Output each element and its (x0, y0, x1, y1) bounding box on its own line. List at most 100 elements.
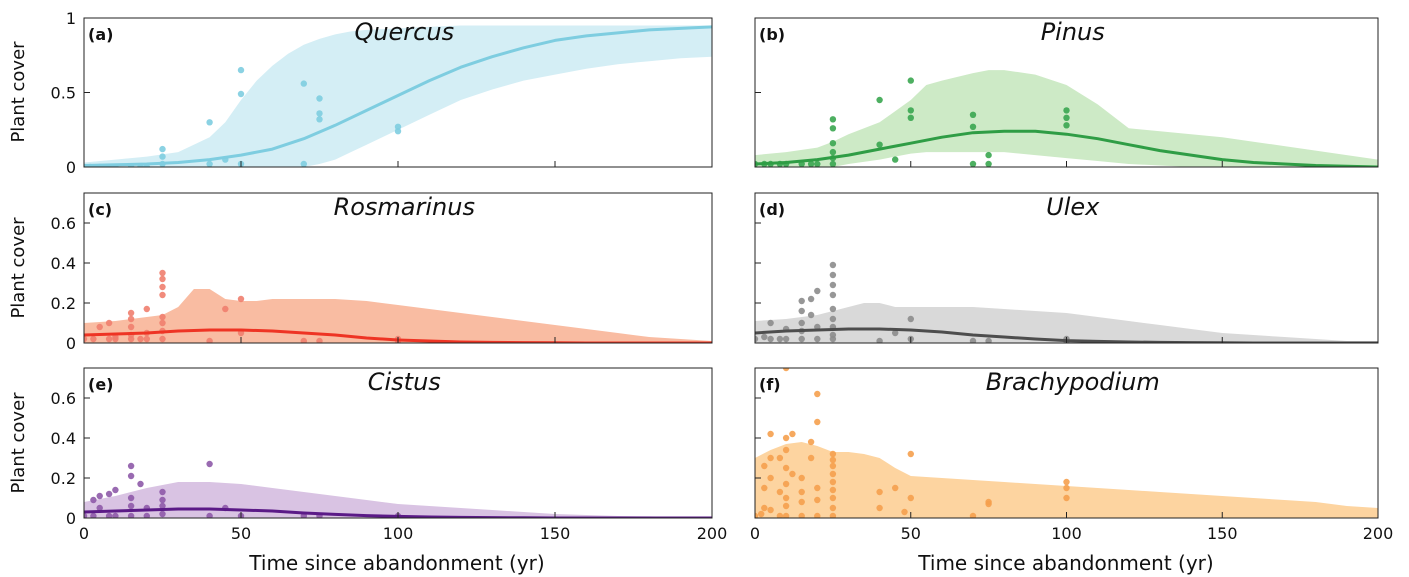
data-point (1063, 478, 1070, 486)
credible-band (755, 303, 1378, 343)
data-point (829, 486, 837, 494)
data-point (767, 506, 774, 514)
data-point (90, 335, 97, 343)
data-point (767, 430, 774, 438)
data-point (814, 390, 821, 398)
data-point (90, 512, 97, 518)
data-point (829, 504, 837, 512)
data-point (876, 141, 883, 148)
data-point (782, 480, 790, 488)
data-point (798, 474, 805, 482)
data-point (814, 496, 821, 504)
data-point (1063, 107, 1070, 114)
data-point (807, 454, 815, 462)
data-point (159, 275, 166, 283)
data-point (206, 460, 213, 468)
credible-band (84, 289, 712, 343)
data-point (105, 490, 113, 498)
species-title: Quercus (354, 18, 454, 46)
data-point (814, 484, 821, 492)
data-point (969, 160, 977, 167)
data-point (755, 335, 759, 343)
data-point (237, 90, 245, 98)
y-tick-label: 0.6 (51, 214, 76, 233)
data-point (159, 488, 166, 496)
data-point (814, 335, 821, 343)
data-point (758, 510, 765, 518)
data-point (789, 470, 796, 478)
data-point (237, 295, 245, 303)
data-point (776, 488, 784, 496)
data-point (159, 510, 166, 518)
x-tick-label: 50 (901, 524, 921, 543)
data-point (907, 107, 914, 114)
x-tick-label: 0 (79, 524, 89, 543)
data-point (143, 512, 150, 518)
data-point (829, 512, 837, 518)
data-point (206, 337, 213, 343)
data-point (761, 484, 768, 492)
data-point (90, 496, 97, 504)
data-point (316, 337, 323, 343)
x-tick-label: 150 (540, 524, 571, 543)
data-point (105, 512, 113, 518)
data-point (127, 315, 135, 323)
species-title: Cistus (368, 368, 441, 396)
y-axis-title-row2: Plant cover (8, 217, 29, 319)
data-point (206, 512, 213, 518)
data-point (829, 478, 837, 486)
data-point (798, 307, 805, 315)
y-tick-label: 0.4 (51, 429, 76, 448)
panel-label: (b) (759, 25, 785, 44)
data-point (901, 508, 908, 516)
data-point (1063, 494, 1070, 502)
data-point (907, 315, 914, 323)
data-point (84, 512, 88, 518)
data-point (829, 315, 837, 323)
y-tick-label: 1 (66, 9, 76, 28)
data-point (112, 512, 119, 518)
data-point (782, 502, 790, 510)
data-point (127, 323, 135, 331)
data-point (143, 305, 150, 313)
fitted-curve (84, 25, 712, 167)
data-point (814, 512, 821, 518)
data-point (798, 488, 805, 496)
x-axis-title-left: Time since abandonment (yr) (248, 551, 544, 575)
data-point (300, 160, 307, 167)
data-point (112, 486, 119, 494)
data-point (892, 156, 899, 163)
data-point (127, 494, 135, 502)
x-tick-label: 200 (1363, 524, 1394, 543)
panel-4: (d) Ulex (754, 192, 1379, 344)
data-point (394, 123, 402, 130)
panel-label: (a) (88, 25, 113, 44)
data-point (84, 335, 88, 343)
data-point (206, 119, 213, 126)
data-point (907, 114, 914, 122)
data-point (767, 454, 774, 462)
data-point (105, 319, 113, 327)
data-point (300, 337, 307, 343)
data-point (798, 297, 805, 305)
data-point (829, 470, 837, 478)
data-point (776, 454, 784, 462)
data-point (985, 337, 992, 343)
data-point (829, 271, 837, 279)
data-point (127, 472, 135, 480)
data-point (137, 335, 144, 343)
x-tick-label: 0 (750, 524, 760, 543)
data-point (985, 500, 992, 508)
data-point (127, 512, 135, 518)
data-point (829, 305, 837, 313)
data-point (96, 492, 103, 500)
data-point (814, 287, 821, 295)
plot-area (84, 460, 712, 518)
data-point (159, 313, 166, 321)
data-point (776, 335, 784, 343)
data-point (755, 512, 759, 518)
data-point (829, 462, 837, 470)
fitted-curve (755, 129, 1378, 167)
data-point (127, 502, 135, 510)
data-point (985, 151, 992, 159)
